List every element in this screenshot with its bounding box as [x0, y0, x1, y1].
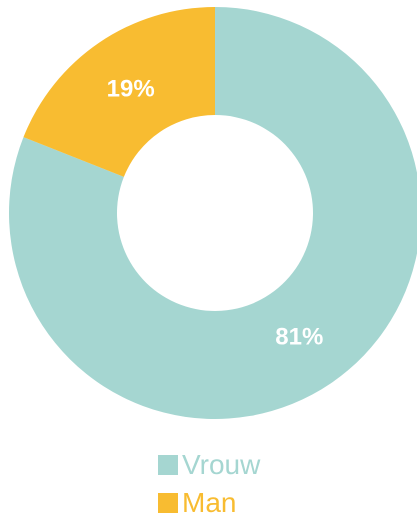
legend-swatch-vrouw [158, 455, 178, 475]
donut-slice-labels: 81% 19% [107, 75, 324, 350]
legend-swatch-man [158, 493, 178, 513]
slice-label-vrouw: 81% [275, 324, 323, 351]
chart-legend: Vrouw Man [158, 446, 260, 522]
legend-label-vrouw: Vrouw [182, 449, 261, 480]
donut-slice-man [23, 7, 215, 177]
slice-label-man: 19% [107, 75, 155, 102]
donut-slice-vrouw [9, 7, 417, 419]
donut-slices [9, 7, 417, 419]
legend-item-vrouw: Vrouw [158, 446, 260, 484]
legend-label-man: Man [182, 487, 237, 518]
legend-item-man: Man [158, 484, 260, 522]
